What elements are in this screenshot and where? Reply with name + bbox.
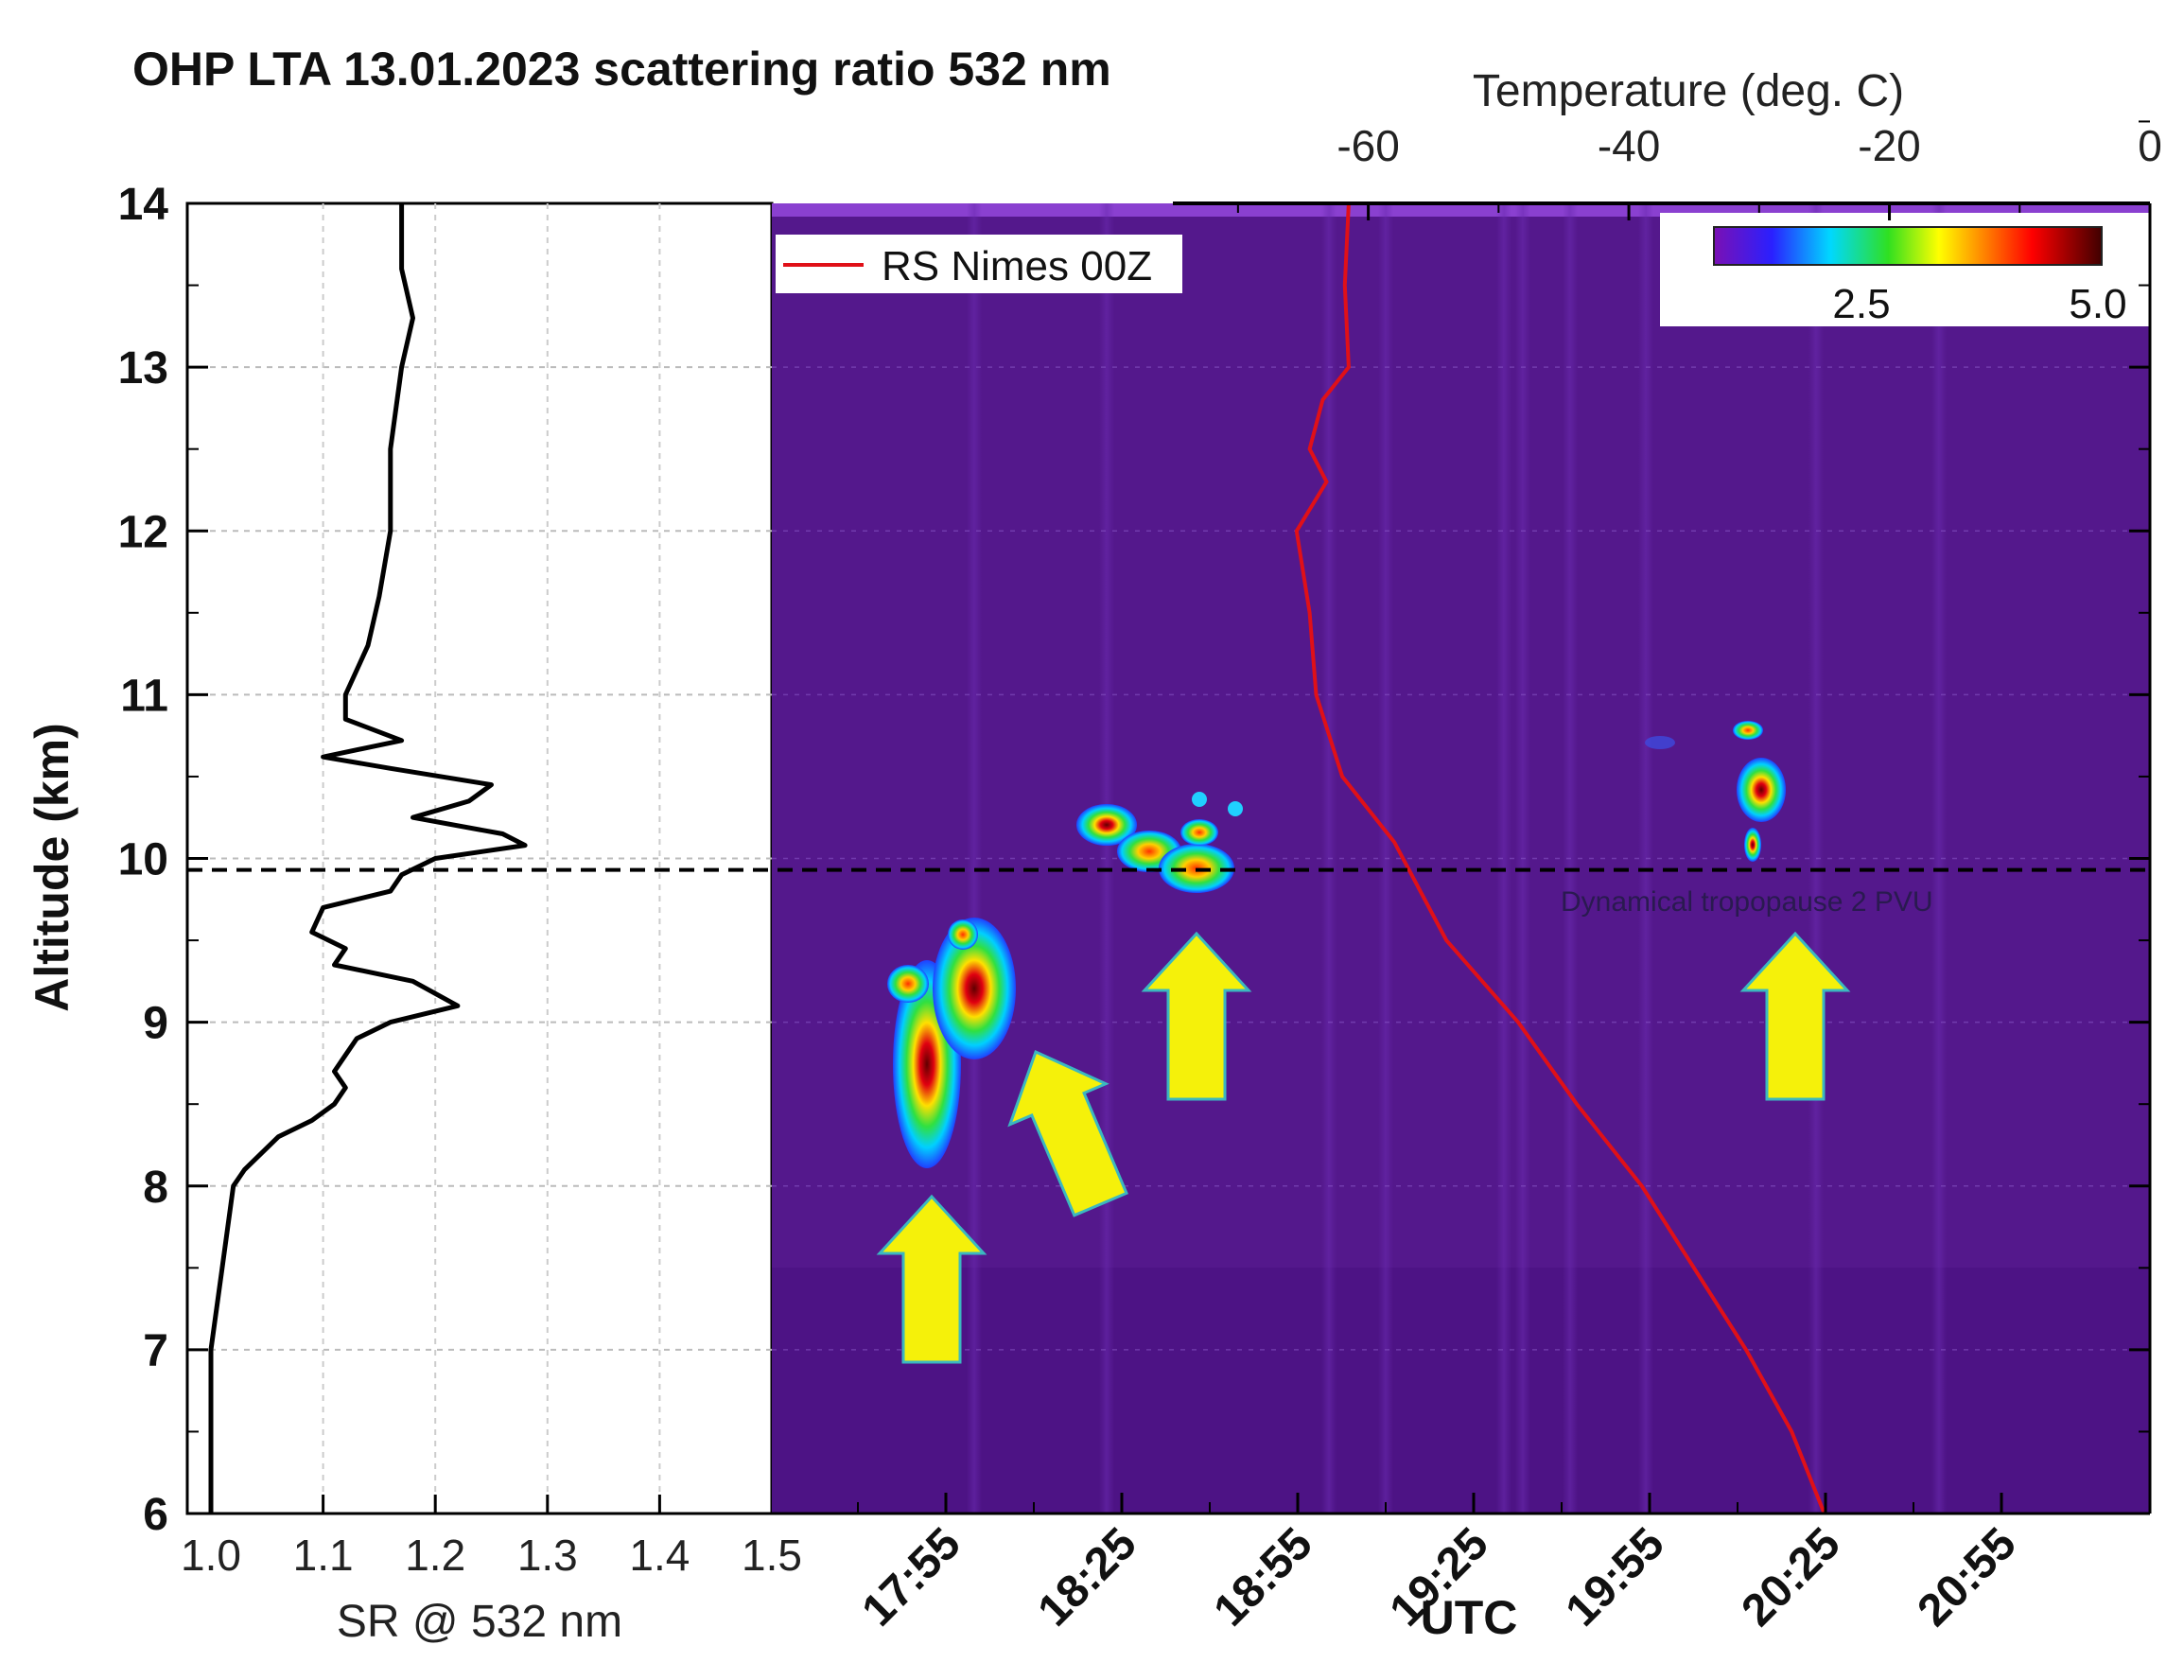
chart-title: OHP LTA 13.01.2023 scattering ratio 532 … (132, 43, 1111, 96)
legend-label: RS Nimes 00Z (882, 243, 1152, 289)
altitude-tick-label: 6 (143, 1490, 168, 1540)
curtain-lower-band (772, 1268, 2150, 1514)
sr-tick-label: 1.4 (629, 1531, 690, 1580)
sr-tick-label: 1.5 (742, 1531, 802, 1580)
x-axis-label: SR @ 532 nm (337, 1597, 622, 1647)
time-tick-label: 18:55 (1204, 1518, 1321, 1636)
altitude-tick-label: 11 (120, 671, 168, 721)
cloud-feature-1755 (887, 918, 1016, 1168)
tropopause-label: Dynamical tropopause 2 PVU (1561, 886, 1933, 918)
sr-plot-area (185, 201, 774, 1515)
temperature-tick-label: -60 (1337, 121, 1399, 170)
temperature-tick-label: 0 (2138, 121, 2162, 170)
sr-gridlines (187, 203, 772, 1514)
cloud-feature-2025 (1645, 721, 1786, 862)
time-tick-label: 20:55 (1908, 1518, 2025, 1636)
temperature-axis: -60 -40 -20 0 (1173, 121, 2162, 220)
sr-profile-panel: 6 7 8 9 10 11 12 13 14 1.0 1.1 1.2 1.3 1.4 1.5 Altitu… (26, 180, 802, 1647)
arrow-upper-1755 (1007, 1049, 1128, 1217)
time-tick-label: 19:55 (1556, 1518, 1673, 1636)
sr-tick-label: 1.0 (181, 1531, 241, 1580)
altitude-tick-label: 9 (143, 999, 168, 1049)
altitude-tick-label: 12 (118, 507, 168, 557)
colorbar-tick-2_5: 2.5 (1832, 281, 1890, 327)
altitude-tick-label: 13 (118, 343, 168, 394)
lidar-curtain-panel: Dynamical tropopause 2 PVU RS Nimes 00Z … (772, 66, 2162, 1644)
arrow-lower-1755 (876, 1194, 987, 1364)
colorbar: 2.5 5.0 (1660, 213, 2150, 327)
altitude-tick-label: 14 (118, 180, 169, 230)
temperature-tick-label: -40 (1598, 121, 1660, 170)
legend: RS Nimes 00Z (776, 235, 1182, 293)
sr-tick-label: 1.3 (517, 1531, 578, 1580)
temperature-tick-label: -20 (1858, 121, 1920, 170)
temperature-axis-label: Temperature (deg. C) (1473, 66, 1904, 116)
radiosonde-temperature-line (1294, 202, 1826, 1514)
altitude-ticks: 6 7 8 9 10 11 12 13 14 (118, 180, 208, 1540)
altitude-tick-label: 10 (118, 835, 168, 885)
time-tick-label: 17:55 (852, 1518, 970, 1636)
right-altitude-ticks (2129, 120, 2150, 1515)
altitude-tick-label: 7 (143, 1326, 168, 1376)
colorbar-gradient (1713, 226, 2103, 266)
y-axis-label: Altitude (km) (26, 723, 79, 1012)
sr-profile-line (208, 203, 528, 1514)
arrow-2025 (1739, 931, 1851, 1101)
time-tick-label: 20:25 (1732, 1518, 1849, 1636)
time-axis-label: UTC (1421, 1591, 1518, 1644)
altitude-tick-label: 8 (143, 1163, 168, 1213)
colorbar-tick-5_0: 5.0 (2069, 281, 2126, 327)
time-tick-label: 18:25 (1028, 1518, 1145, 1636)
sr-tick-label: 1.1 (293, 1531, 354, 1580)
sr-ticks: 1.0 1.1 1.2 1.3 1.4 1.5 (181, 1495, 802, 1580)
arrow-1835 (1141, 931, 1252, 1101)
sr-tick-label: 1.2 (405, 1531, 465, 1580)
